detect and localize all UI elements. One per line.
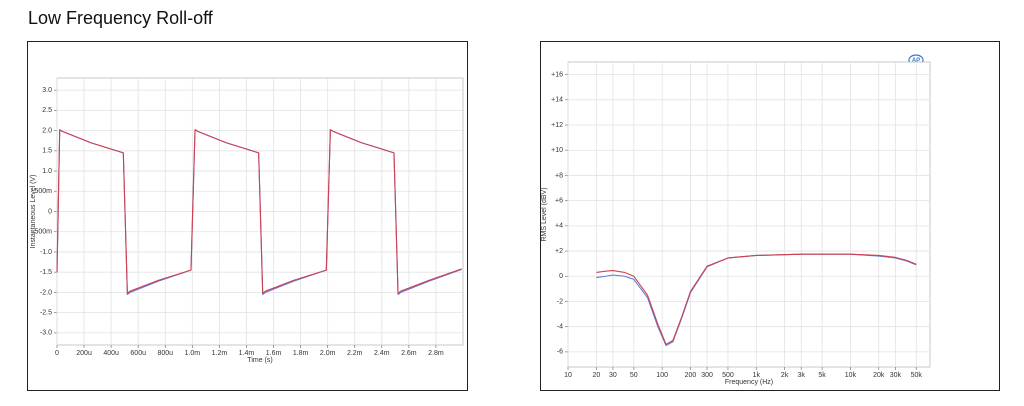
x-tick-label: 100 — [656, 372, 668, 379]
svg-text:AP: AP — [912, 58, 920, 64]
x-tick-label: 800u — [157, 350, 173, 357]
y-tick-label: +6 — [555, 197, 563, 204]
y-tick-label: 1.0 — [42, 168, 52, 175]
x-tick-label: 200u — [76, 350, 92, 357]
x-tick-label: 10 — [564, 372, 572, 379]
y-tick-label: +8 — [555, 172, 563, 179]
x-tick-label: 50 — [630, 372, 638, 379]
y-tick-label: +14 — [551, 97, 563, 104]
x-tick-label: 1.2m — [212, 350, 228, 357]
x-tick-label: 30k — [890, 372, 902, 379]
y-tick-label: 2.5 — [42, 107, 52, 114]
x-tick-label: 20k — [873, 372, 885, 379]
x-tick-label: 300 — [701, 372, 713, 379]
y-tick-label: 1.5 — [42, 148, 52, 155]
x-tick-label: 1k — [753, 372, 761, 379]
x-tick-label: 2.8m — [428, 350, 444, 357]
y-tick-label: -500m — [32, 229, 52, 236]
x-tick-label: 500 — [722, 372, 734, 379]
x-tick-label: 600u — [130, 350, 146, 357]
y-tick-label: -2.5 — [40, 309, 52, 316]
x-axis-title: Frequency (Hz) — [725, 379, 773, 386]
x-tick-label: 5k — [818, 372, 826, 379]
x-tick-label: 2.4m — [374, 350, 390, 357]
page-title: Low Frequency Roll-off — [28, 8, 214, 28]
y-tick-label: 0 — [48, 208, 52, 215]
x-tick-label: 1.0m — [185, 350, 201, 357]
y-tick-label: -3.0 — [40, 330, 52, 337]
x-tick-label: 50k — [911, 372, 923, 379]
y-axis-title: Instantaneous Level (V) — [30, 175, 37, 249]
y-tick-label: -2.0 — [40, 289, 52, 296]
x-tick-label: 2.6m — [401, 350, 417, 357]
y-tick-label: +16 — [551, 71, 563, 78]
y-tick-label: +10 — [551, 147, 563, 154]
x-tick-label: 0 — [55, 350, 59, 357]
chart: 3.0 2.5 2.0 1.5 1.0 500m 0 -500m -1.0 -1.5 -2.0 -2.… — [30, 77, 464, 364]
x-tick-label: 30 — [609, 372, 617, 379]
x-tick-label: 2.2m — [347, 350, 363, 357]
series-line — [56, 129, 462, 294]
x-tick-label: 1.6m — [266, 350, 282, 357]
series-line — [596, 253, 917, 345]
x-tick-label: 1.8m — [293, 350, 309, 357]
x-tick-label: 2.0m — [320, 350, 336, 357]
plot-area — [567, 61, 931, 368]
x-axis-title: Time (s) — [247, 357, 272, 364]
x-tick-label: 3k — [798, 372, 806, 379]
y-tick-label: +2 — [555, 248, 563, 255]
y-tick-label: -4 — [557, 324, 563, 331]
y-axis-title: RMS Level (dBV) — [541, 187, 548, 241]
y-tick-label: -6 — [557, 349, 563, 356]
y-tick-label: -1.0 — [40, 249, 52, 256]
y-tick-label: +4 — [555, 223, 563, 230]
x-tick-label: 1.4m — [239, 350, 255, 357]
y-tick-label: 2.0 — [42, 127, 52, 134]
x-tick-label: 20 — [592, 372, 600, 379]
y-tick-label: -2 — [557, 298, 563, 305]
y-tick-label: +12 — [551, 122, 563, 129]
x-tick-label: 2k — [781, 372, 789, 379]
x-tick-label: 400u — [103, 350, 119, 357]
chart: +16 +14 +12 +10 +8 +6 +4 +2 0 -2 -4 -6 10 20 30 50 100 20… — [541, 61, 931, 386]
y-tick-label: 0 — [559, 273, 563, 280]
x-tick-label: 200 — [685, 372, 697, 379]
x-tick-label: 10k — [845, 372, 857, 379]
y-tick-label: -1.5 — [40, 269, 52, 276]
y-tick-label: 3.0 — [42, 87, 52, 94]
y-tick-label: 500m — [34, 188, 52, 195]
